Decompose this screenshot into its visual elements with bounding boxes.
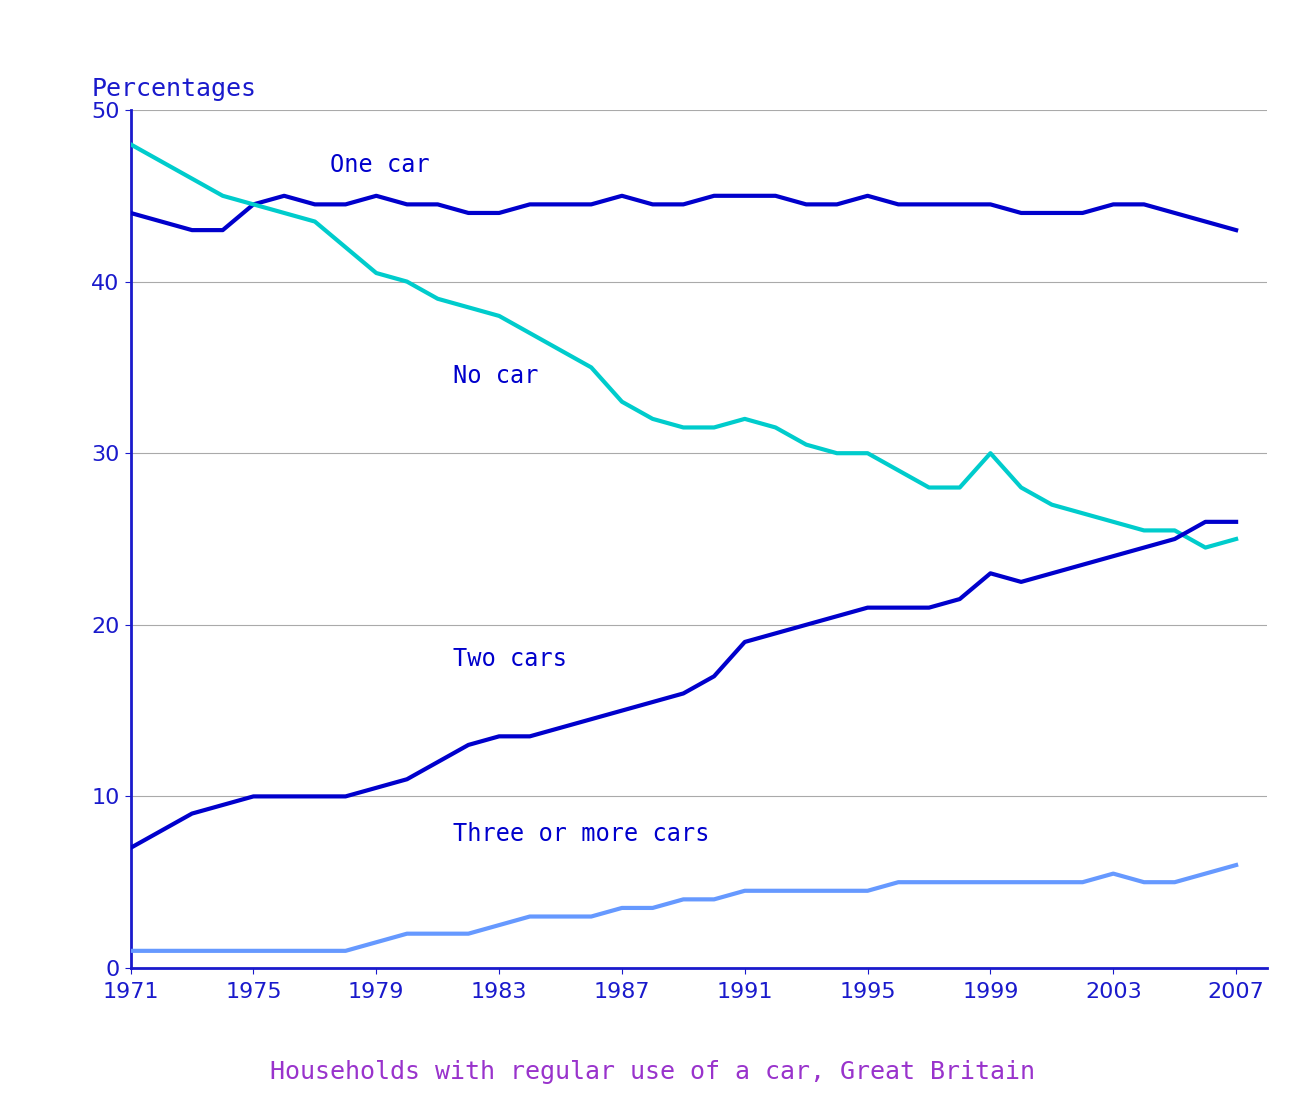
Text: Three or more cars: Three or more cars [453, 822, 709, 846]
Text: One car: One car [330, 153, 430, 177]
Text: Percentages: Percentages [91, 77, 256, 101]
Text: No car: No car [453, 364, 538, 388]
Text: Two cars: Two cars [453, 647, 567, 671]
Text: Households with regular use of a car, Great Britain: Households with regular use of a car, Gr… [270, 1060, 1036, 1085]
